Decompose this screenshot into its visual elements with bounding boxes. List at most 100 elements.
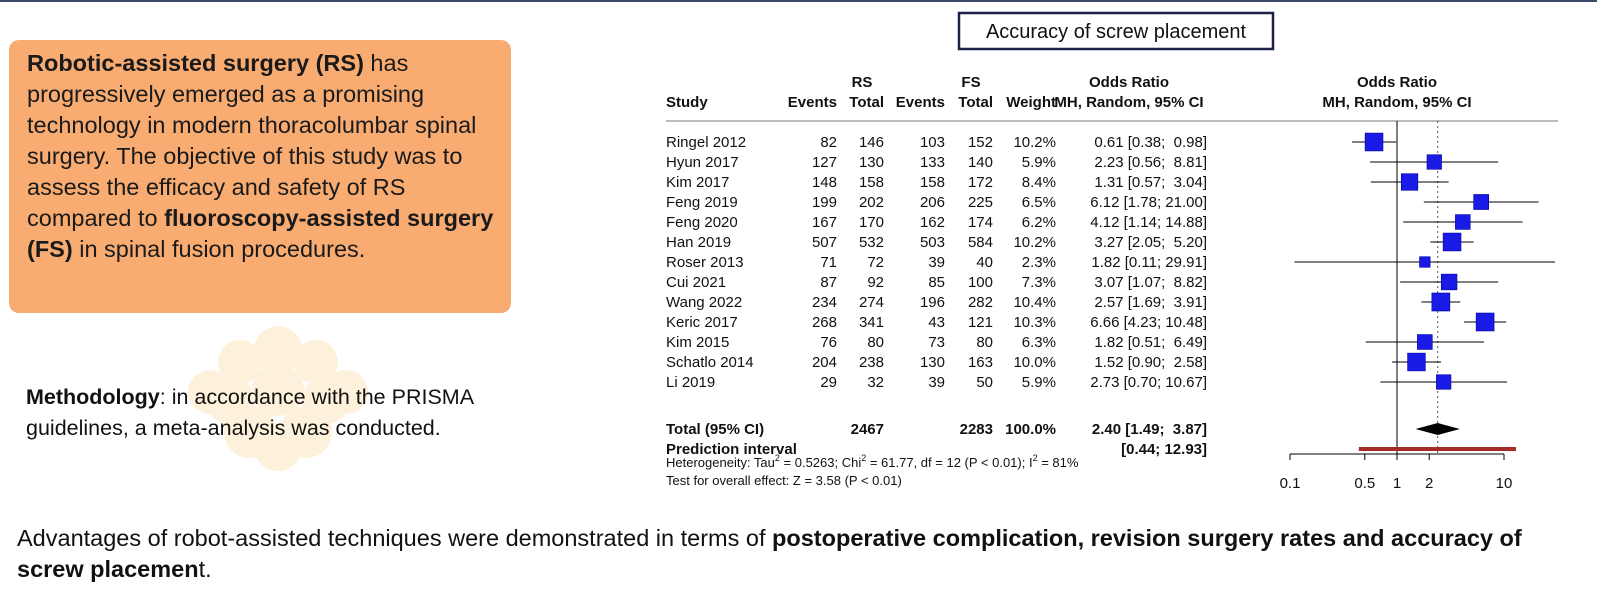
rs-total: 80 xyxy=(867,334,884,351)
total-label: Total (95% CI) xyxy=(666,421,764,438)
total-fs: 2283 xyxy=(960,421,993,438)
prediction-ci: [0.44; 12.93] xyxy=(1121,441,1207,458)
rs-events: 29 xyxy=(820,374,837,391)
x-tick-label: 1 xyxy=(1393,475,1401,492)
rs-total: 238 xyxy=(859,354,884,371)
fs-events: 85 xyxy=(928,274,945,291)
rs-events: 167 xyxy=(812,214,837,231)
study-or-ci: 2.73 [0.70; 10.67] xyxy=(1090,374,1207,391)
study-name: Schatlo 2014 xyxy=(666,354,754,371)
rs-events: 199 xyxy=(812,194,837,211)
study-name: Kim 2017 xyxy=(666,174,729,191)
conclusion-bold: postoperative complication, revision sur… xyxy=(17,525,1522,582)
conclusion-part-3: t. xyxy=(198,556,212,582)
study-weight: 6.5% xyxy=(1022,194,1056,211)
fs-total: 100 xyxy=(968,274,993,291)
study-or-ci: 1.82 [0.51; 6.49] xyxy=(1094,334,1207,351)
rs-events: 127 xyxy=(812,154,837,171)
rs-events: 71 xyxy=(820,254,837,271)
effect-square xyxy=(1426,154,1442,170)
fs-total: 584 xyxy=(968,234,993,251)
plot-area: 0.1 0.5 1 2 10 xyxy=(1280,121,1555,492)
chart-title: Accuracy of screw placement xyxy=(986,21,1247,43)
fs-events: 206 xyxy=(920,194,945,211)
study-or-ci: 6.12 [1.78; 21.00] xyxy=(1090,194,1207,211)
study-or-ci: 3.27 [2.05; 5.20] xyxy=(1094,234,1207,251)
header-odds-ratio: Odds Ratio xyxy=(1089,74,1169,91)
fs-total: 163 xyxy=(968,354,993,371)
fs-total: 282 xyxy=(968,294,993,311)
fs-total: 225 xyxy=(968,194,993,211)
rs-events: 87 xyxy=(820,274,837,291)
header-fs: FS xyxy=(961,74,980,91)
study-name: Hyun 2017 xyxy=(666,154,739,171)
study-name: Feng 2019 xyxy=(666,194,738,211)
study-or-ci: 2.23 [0.56; 8.81] xyxy=(1094,154,1207,171)
study-weight: 10.4% xyxy=(1013,294,1056,311)
rs-total: 170 xyxy=(859,214,884,231)
x-tick-label: 0.1 xyxy=(1280,475,1301,492)
header-weight: Weight xyxy=(1006,94,1056,111)
study-row: Ringel 2012 82 146 103 152 10.2% 0.61 [0.38; 0… xyxy=(666,134,1207,151)
study-or-ci: 1.82 [0.11; 29.91] xyxy=(1091,254,1207,271)
fs-events: 130 xyxy=(920,354,945,371)
rs-total: 202 xyxy=(859,194,884,211)
intro-bold-fs: fluoroscopy-assisted surgery (FS) xyxy=(27,205,494,262)
intro-bold-rs: Robotic-assisted surgery (RS) xyxy=(27,50,364,76)
rs-events: 234 xyxy=(812,294,837,311)
fs-events: 158 xyxy=(920,174,945,191)
study-name: Roser 2013 xyxy=(666,254,744,271)
fs-events: 39 xyxy=(928,254,945,271)
study-name: Wang 2022 xyxy=(666,294,742,311)
header-fs-total: Total xyxy=(958,94,993,111)
methodology-body: : in accordance with the PRISMA guidelin… xyxy=(26,385,473,440)
study-name: Cui 2021 xyxy=(666,274,726,291)
pooled-diamond xyxy=(1415,423,1460,435)
fs-events: 43 xyxy=(928,314,945,331)
total-rs: 2467 xyxy=(851,421,884,438)
x-tick-label: 0.5 xyxy=(1354,475,1375,492)
study-weight: 10.0% xyxy=(1013,354,1056,371)
forest-plot: Accuracy of screw placement RS FS Odds R… xyxy=(666,11,1558,492)
fs-events: 133 xyxy=(920,154,945,171)
effect-square xyxy=(1417,334,1433,350)
header-plot-method: MH, Random, 95% CI xyxy=(1322,94,1471,111)
study-weight: 7.3% xyxy=(1022,274,1056,291)
study-or-ci: 2.57 [1.69; 3.91] xyxy=(1094,294,1207,311)
header-study: Study xyxy=(666,94,708,111)
effect-square xyxy=(1364,132,1384,152)
x-tick-label: 10 xyxy=(1496,475,1513,492)
study-name: Feng 2020 xyxy=(666,214,738,231)
study-weight: 5.9% xyxy=(1022,374,1056,391)
effect-square xyxy=(1442,232,1462,252)
rs-total: 146 xyxy=(859,134,884,151)
study-row: Feng 2020 167 170 162 174 6.2% 4.12 [1.14; 14.… xyxy=(666,214,1207,231)
effect-square xyxy=(1436,374,1452,390)
effect-square xyxy=(1440,273,1458,291)
fs-events: 196 xyxy=(920,294,945,311)
prediction-bar xyxy=(1358,447,1516,451)
study-name: Li 2019 xyxy=(666,374,715,391)
header-rs-total: Total xyxy=(849,94,884,111)
effect-square xyxy=(1473,194,1490,210)
total-weight: 100.0% xyxy=(1005,421,1056,438)
study-name: Ringel 2012 xyxy=(666,134,746,151)
rs-total: 130 xyxy=(859,154,884,171)
fs-total: 152 xyxy=(968,134,993,151)
fs-events: 39 xyxy=(928,374,945,391)
intro-text-1: has progressively emerged as a promising… xyxy=(27,50,477,231)
rs-total: 274 xyxy=(859,294,884,311)
fs-total: 40 xyxy=(976,254,993,271)
total-or-ci: 2.40 [1.49; 3.87] xyxy=(1092,421,1207,438)
study-weight: 6.3% xyxy=(1022,334,1056,351)
conclusion-text: Advantages of robot-assisted techniques … xyxy=(17,523,1577,585)
rs-total: 341 xyxy=(859,314,884,331)
header-or-method: MH, Random, 95% CI xyxy=(1054,94,1203,111)
conclusion-part-1: Advantages of robot-assisted techniques … xyxy=(17,525,773,551)
study-or-ci: 6.66 [4.23; 10.48] xyxy=(1090,314,1207,331)
effect-square xyxy=(1407,352,1426,372)
prediction-label: Prediction interval xyxy=(666,441,797,458)
rs-events: 148 xyxy=(812,174,837,191)
summary-rows: Total (95% CI) 2467 2283 100.0% 2.40 [1.49; … xyxy=(666,421,1207,458)
fs-total: 174 xyxy=(968,214,993,231)
